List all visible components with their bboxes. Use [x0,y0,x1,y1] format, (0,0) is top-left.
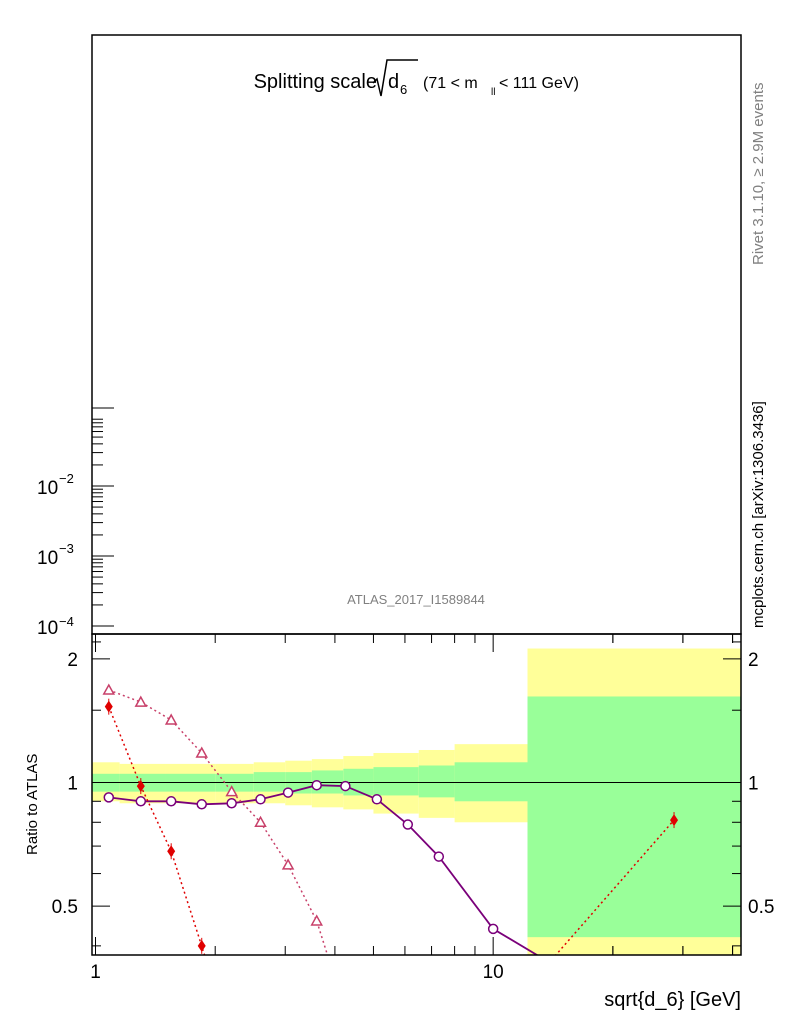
data-point-triangle [134,695,148,707]
y-tick-label-exp: −2 [59,471,74,486]
series-line [108,689,329,955]
data-point-circle [311,779,322,791]
ratio-y-tick-label-right: 2 [748,650,759,671]
data-point-triangle [164,713,178,725]
y-minor-ticks [92,407,114,606]
data-point-diamond [136,780,145,793]
data-point-circle [402,819,414,830]
data-point-circle [135,796,147,807]
data-point-circle [165,796,177,807]
rivet-version-label: Rivet 3.1.10, ≥ 2.9M events [750,83,767,266]
data-point-diamond [670,814,679,827]
data-point-circle [487,923,499,935]
ratio-panel: Ratio to ATLAS sqrt{d_6} [GeV] 0.5 1 2 0… [24,633,774,1011]
ratio-panel-frame [91,633,742,956]
data-point-circle [103,792,115,803]
chart-title: Splitting scale d 6 (71 < m ll < 111 GeV… [254,59,579,98]
data-point-diamond [167,845,176,858]
y-tick-label-exp: −4 [59,614,74,629]
title-range: (71 < m [423,75,478,92]
analysis-label: ATLAS_2017_I1589844 [347,592,485,607]
main-y-axis: 10 −2 10 −3 10 −4 [37,407,114,639]
title-text: Splitting scale [254,71,377,93]
ratio-y-label: Ratio to ATLAS [24,754,41,855]
data-point-triangle [102,683,116,695]
data-point-circle [255,794,266,805]
data-point-triangle [310,914,323,926]
x-axis-label: sqrt{d_6} [GeV] [604,989,741,1011]
data-point-triangle [225,785,238,797]
data-point-circle [340,780,351,792]
ratio-y-tick-label-left: 1 [67,773,78,794]
data-point-circle [226,798,237,809]
y-tick-label: 10 −2 [37,471,74,499]
data-point-diamond [104,700,113,713]
data-point-diamond [197,939,206,952]
data-point-circle [371,794,383,805]
y-tick-label-exp: −3 [59,541,74,556]
main-panel-frame [91,34,742,635]
green-uncertainty-band [373,767,419,796]
data-point-triangle [195,746,209,758]
ratio-y-tick-label-left: 2 [67,650,78,671]
y-tick-label: 10 −3 [37,541,74,569]
data-point-triangle [254,815,267,828]
title-sqrt-d: d [388,71,399,93]
ratio-axis-ticks [92,634,741,955]
green-uncertainty-band [253,772,286,792]
y-tick-label-base: 10 [37,548,58,569]
mcplots-label: mcplots.cern.ch [arXiv:1306.3436] [750,401,767,628]
title-range-end: < 111 GeV) [499,75,579,92]
x-tick-label: 1 [90,962,101,983]
ratio-y-tick-label-right: 1 [748,773,759,794]
data-point-circle [196,799,207,810]
mc-series [102,683,679,955]
data-point-circle [282,787,294,798]
data-point-triangle [281,858,295,870]
uncertainty-bands [92,648,741,955]
x-tick-label: 10 [483,962,504,983]
green-uncertainty-band [527,696,741,938]
title-range-sub: ll [491,87,495,98]
title-sqrt-subscript: 6 [400,82,407,97]
ratio-y-tick-label-left: 0.5 [52,897,78,918]
y-tick-label-base: 10 [37,618,58,639]
y-tick-label-base: 10 [37,478,58,499]
main-panel: Splitting scale d 6 (71 < m ll < 111 GeV… [37,34,742,639]
green-uncertainty-band [418,765,455,798]
sqrt-symbol [372,59,418,97]
y-tick-label: 10 −4 [37,614,74,639]
data-point-circle [433,851,445,862]
ratio-y-tick-label-right: 0.5 [748,897,774,918]
green-uncertainty-band [454,762,528,802]
